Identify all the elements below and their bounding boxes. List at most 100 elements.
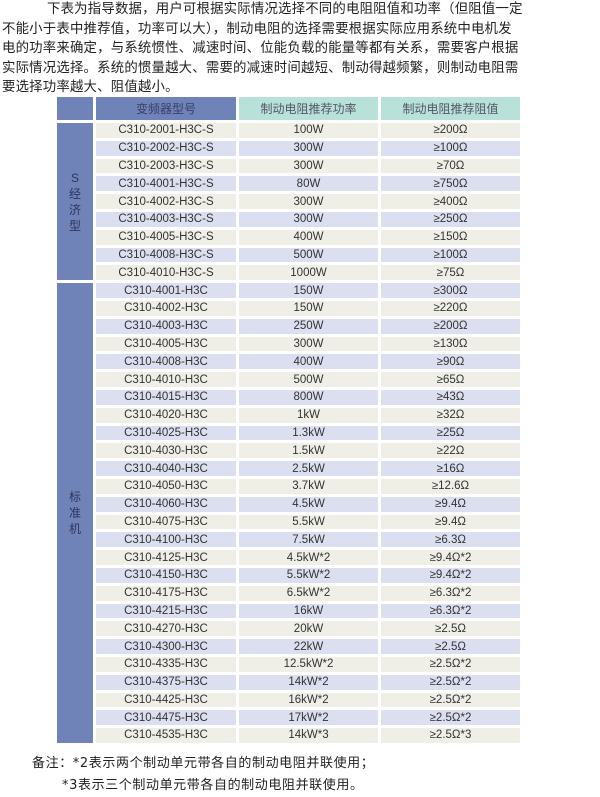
- resistance-cell: ≥300Ω: [381, 283, 520, 298]
- group-cell: 标准机: [57, 283, 93, 743]
- table-row: C310-4010-H3C-S 1000W ≥75Ω: [57, 265, 520, 281]
- table-row: C310-4175-H3C 6.5kW*2 ≥6.3Ω*2: [57, 585, 520, 601]
- resistance-cell: ≥43Ω: [381, 389, 520, 405]
- table-body: S经济型 C310-2001-H3C-S 100W ≥200Ω C310-2002-H3…: [57, 123, 520, 743]
- power-cell: 1kW: [239, 407, 378, 423]
- table-row: C310-4060-H3C 4.5kW ≥9.4Ω: [57, 496, 520, 512]
- model-cell: C310-4025-H3C: [96, 425, 236, 441]
- power-cell: 17kW*2: [239, 710, 378, 726]
- resistance-cell: ≥2.5Ω: [381, 639, 520, 654]
- table-row: C310-4002-H3C-S 300W ≥400Ω: [57, 194, 520, 209]
- power-cell: 20kW: [239, 621, 378, 637]
- table-row: 标准机 C310-4001-H3C 150W ≥300Ω: [57, 283, 520, 743]
- power-cell: 2.5kW: [239, 461, 378, 476]
- table-row: S经济型 C310-2001-H3C-S 100W ≥200Ω: [57, 123, 520, 281]
- table-row: C310-2002-H3C-S 300W ≥100Ω: [57, 140, 520, 156]
- intro-line: 电的功率来确定，与系统惯性、减速时间、位能负载的能量等都有关系，需要客户根据: [2, 41, 519, 57]
- table-row: C310-4300-H3C 22kW ≥2.5Ω: [57, 639, 520, 654]
- resistance-cell: ≥2.5Ω*2: [381, 692, 520, 708]
- table-header-row: 变频器型号 制动电阻推荐功率 制动电阻推荐阻值: [57, 97, 520, 120]
- table-row: C310-4015-H3C 800W ≥43Ω: [57, 389, 520, 405]
- resistance-cell: ≥32Ω: [381, 407, 520, 423]
- model-cell: C310-4215-H3C: [96, 603, 236, 619]
- power-cell: 14kW*2: [239, 674, 378, 690]
- resistance-cell: ≥6.3Ω: [381, 532, 520, 548]
- power-cell: 100W: [239, 123, 378, 138]
- intro-paragraph: 下表为指导数据，用户可根据实际情况选择不同的电阻阻值和功率（但阻值一定 不能小于…: [2, 0, 598, 98]
- power-cell: 1.5kW: [239, 443, 378, 459]
- power-cell: 14kW*3: [239, 728, 378, 743]
- table-row: C310-4001-H3C-S 80W ≥750Ω: [57, 176, 520, 192]
- model-cell: C310-2002-H3C-S: [96, 140, 236, 156]
- power-cell: 500W: [239, 247, 378, 263]
- model-cell: C310-4008-H3C-S: [96, 247, 236, 263]
- model-cell: C310-4030-H3C: [96, 443, 236, 459]
- table-row: C310-4215-H3C 16kW ≥6.3Ω*2: [57, 603, 520, 619]
- model-cell: C310-4270-H3C: [96, 621, 236, 637]
- table-row: C310-4375-H3C 14kW*2 ≥2.5Ω*2: [57, 674, 520, 690]
- model-cell: C310-4475-H3C: [96, 710, 236, 726]
- resistance-cell: ≥250Ω: [381, 211, 520, 227]
- power-cell: 5.5kW*2: [239, 567, 378, 583]
- power-cell: 12.5kW*2: [239, 656, 378, 672]
- table-row: C310-4003-H3C-S 300W ≥250Ω: [57, 211, 520, 227]
- table-row: C310-4008-H3C-S 500W ≥100Ω: [57, 247, 520, 263]
- resistance-cell: ≥70Ω: [381, 158, 520, 174]
- power-cell: 500W: [239, 372, 378, 387]
- table-row: C310-4125-H3C 4.5kW*2 ≥9.4Ω*2: [57, 550, 520, 565]
- resistance-cell: ≥12.6Ω: [381, 478, 520, 494]
- model-cell: C310-4150-H3C: [96, 567, 236, 583]
- table-row: C310-4040-H3C 2.5kW ≥16Ω: [57, 461, 520, 476]
- header-power: 制动电阻推荐功率: [239, 97, 378, 120]
- model-cell: C310-4050-H3C: [96, 478, 236, 494]
- power-cell: 80W: [239, 176, 378, 192]
- resistance-cell: ≥2.5Ω*3: [381, 728, 520, 743]
- resistance-cell: ≥150Ω: [381, 229, 520, 245]
- table-row: C310-4020-H3C 1kW ≥32Ω: [57, 407, 520, 423]
- model-cell: C310-4003-H3C-S: [96, 211, 236, 227]
- resistance-cell: ≥2.5Ω*2: [381, 656, 520, 672]
- model-cell: C310-4015-H3C: [96, 389, 236, 405]
- resistance-cell: ≥2.5Ω*2: [381, 674, 520, 690]
- header-model: 变频器型号: [96, 97, 236, 120]
- resistance-cell: ≥100Ω: [381, 247, 520, 263]
- table-row: C310-4535-H3C 14kW*3 ≥2.5Ω*3: [57, 728, 520, 743]
- resistance-cell: ≥2.5Ω*2: [381, 710, 520, 726]
- power-cell: 16kW*2: [239, 692, 378, 708]
- model-cell: C310-4002-H3C: [96, 300, 236, 316]
- table-row: C310-4008-H3C 400W ≥90Ω: [57, 354, 520, 370]
- intro-line: 下表为指导数据，用户可根据实际情况选择不同的电阻阻值和功率（但阻值一定: [47, 2, 523, 17]
- table-row: C310-4005-H3C-S 400W ≥150Ω: [57, 229, 520, 245]
- model-cell: C310-4005-H3C: [96, 336, 236, 352]
- power-cell: 300W: [239, 194, 378, 209]
- table-row: C310-4030-H3C 1.5kW ≥22Ω: [57, 443, 520, 459]
- model-cell: C310-4175-H3C: [96, 585, 236, 601]
- group-label: 标准机: [68, 490, 81, 537]
- power-cell: 5.5kW: [239, 514, 378, 530]
- table-row: C310-4005-H3C 300W ≥130Ω: [57, 336, 520, 352]
- resistance-cell: ≥65Ω: [381, 372, 520, 387]
- table-row: C310-4050-H3C 3.7kW ≥12.6Ω: [57, 478, 520, 494]
- model-cell: C310-4008-H3C: [96, 354, 236, 370]
- resistance-cell: ≥200Ω: [381, 318, 520, 334]
- group-label: S经济型: [68, 170, 81, 233]
- resistance-cell: ≥6.3Ω*2: [381, 585, 520, 601]
- power-cell: 250W: [239, 318, 378, 334]
- resistance-cell: ≥22Ω: [381, 443, 520, 459]
- power-cell: 150W: [239, 300, 378, 316]
- header-group-cell: [57, 97, 93, 120]
- table-row: C310-4150-H3C 5.5kW*2 ≥9.4Ω*2: [57, 567, 520, 583]
- resistance-cell: ≥9.4Ω: [381, 514, 520, 530]
- power-cell: 300W: [239, 211, 378, 227]
- intro-line: 要选择功率越大、阻值越小。: [2, 80, 179, 96]
- power-cell: 800W: [239, 389, 378, 405]
- resistance-cell: ≥16Ω: [381, 461, 520, 476]
- model-cell: C310-4010-H3C-S: [96, 265, 236, 281]
- resistance-cell: ≥9.4Ω: [381, 496, 520, 512]
- power-cell: 300W: [239, 158, 378, 174]
- power-cell: 4.5kW: [239, 496, 378, 512]
- note-line-1: 备注：*2表示两个制动单元带各自的制动电阻并联使用；: [32, 756, 375, 771]
- table-row: C310-4335-H3C 12.5kW*2 ≥2.5Ω*2: [57, 656, 520, 672]
- model-cell: C310-4075-H3C: [96, 514, 236, 530]
- group-cell: S经济型: [57, 123, 93, 281]
